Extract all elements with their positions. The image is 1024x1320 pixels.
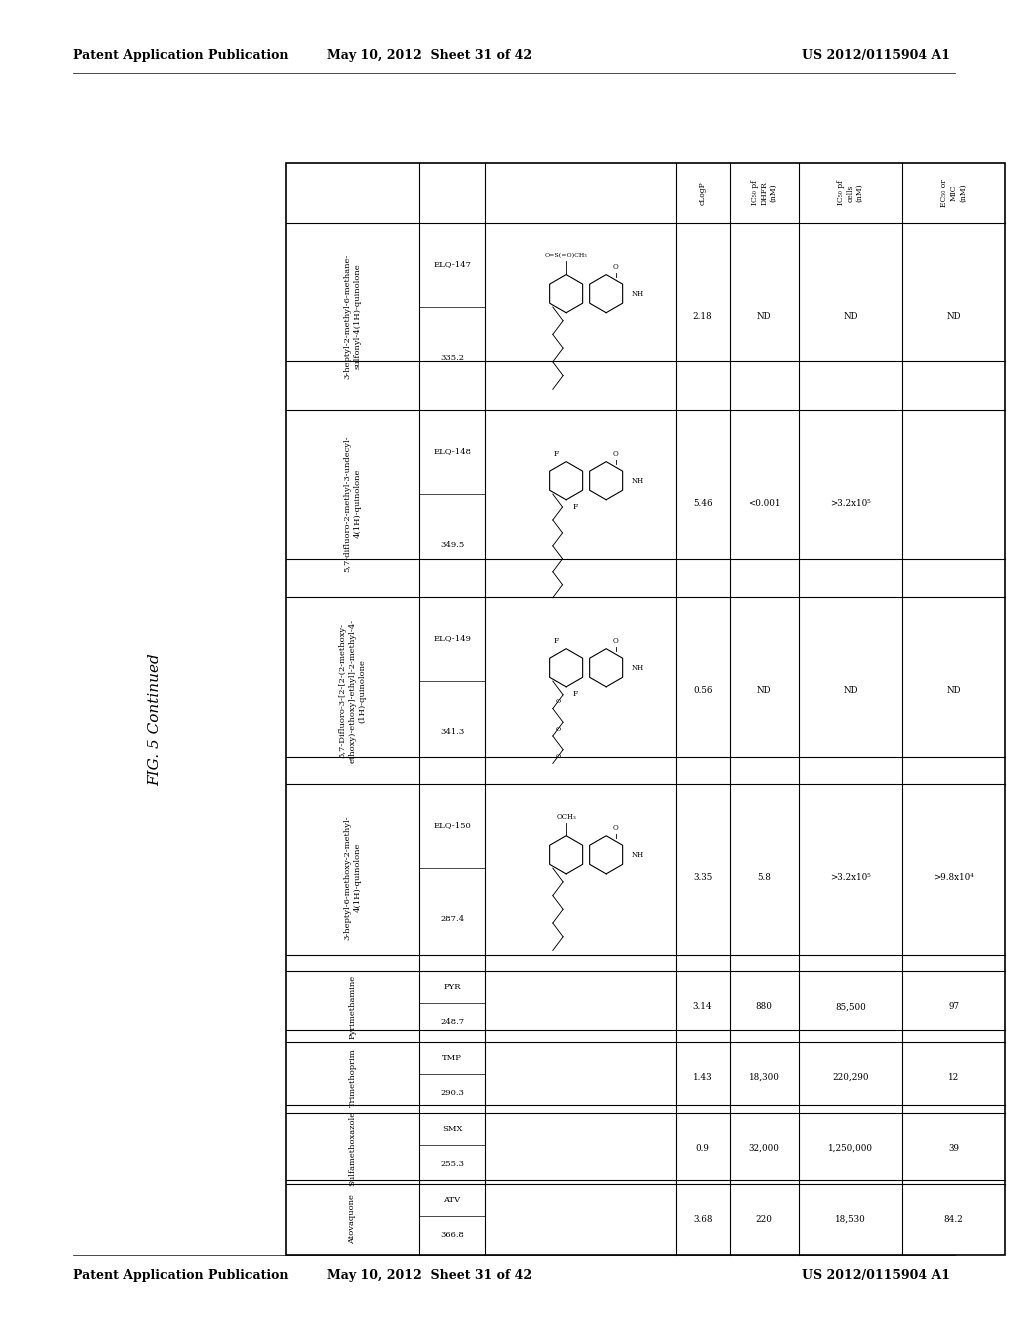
Text: Patent Application Publication: Patent Application Publication (73, 49, 289, 62)
Text: 341.3: 341.3 (440, 727, 464, 735)
Text: O: O (612, 263, 618, 271)
Text: ND: ND (843, 686, 858, 696)
Text: 84.2: 84.2 (944, 1214, 964, 1224)
Text: >9.8x10⁴: >9.8x10⁴ (933, 873, 974, 882)
Text: May 10, 2012  Sheet 31 of 42: May 10, 2012 Sheet 31 of 42 (328, 49, 532, 62)
Text: 0.9: 0.9 (695, 1144, 710, 1154)
Text: F: F (554, 450, 559, 458)
Text: TMP: TMP (442, 1053, 462, 1061)
Text: SMX: SMX (441, 1125, 463, 1133)
Text: ELQ-150: ELQ-150 (433, 821, 471, 829)
Text: 5,7-Difluoro-3-[2-[2-(2-methoxy-
ethoxy)-ethoxy]-ethyl]-2-methyl-4-
(1H)-quinolo: 5,7-Difluoro-3-[2-[2-(2-methoxy- ethoxy)… (339, 619, 367, 763)
Text: 349.5: 349.5 (440, 541, 464, 549)
Text: ELQ-149: ELQ-149 (433, 634, 471, 643)
Text: FIG. 5 Continued: FIG. 5 Continued (148, 653, 162, 787)
Text: 248.7: 248.7 (440, 1018, 464, 1026)
Text: US 2012/0115904 A1: US 2012/0115904 A1 (802, 1269, 950, 1282)
Text: >3.2x10⁵: >3.2x10⁵ (830, 873, 870, 882)
Text: 287.4: 287.4 (440, 915, 464, 923)
Text: 85,500: 85,500 (835, 1002, 865, 1011)
Text: 97: 97 (948, 1002, 959, 1011)
Text: O: O (555, 700, 560, 704)
Text: F: F (573, 503, 579, 511)
Text: 220,290: 220,290 (833, 1073, 868, 1082)
Text: 1,250,000: 1,250,000 (828, 1144, 872, 1154)
Text: NH: NH (632, 851, 644, 859)
Text: <0.001: <0.001 (748, 499, 780, 508)
Text: 3-heptyl-6-methoxy-2-methyl-
4(1H)-quinolone: 3-heptyl-6-methoxy-2-methyl- 4(1H)-quino… (344, 816, 361, 940)
Text: ND: ND (843, 312, 858, 321)
Text: Trimethoprim: Trimethoprim (348, 1048, 356, 1107)
Text: PYR: PYR (443, 983, 461, 991)
Text: 3.14: 3.14 (693, 1002, 713, 1011)
Text: ND: ND (946, 312, 961, 321)
Text: OCH₃: OCH₃ (556, 813, 577, 821)
Text: 290.3: 290.3 (440, 1089, 464, 1097)
Text: Atovaquone: Atovaquone (348, 1195, 356, 1245)
Text: 0.56: 0.56 (693, 686, 713, 696)
Text: NH: NH (632, 664, 644, 672)
Text: O: O (612, 824, 618, 832)
Text: ELQ-148: ELQ-148 (433, 447, 471, 455)
Text: 18,300: 18,300 (749, 1073, 779, 1082)
Text: 366.8: 366.8 (440, 1232, 464, 1239)
Text: ND: ND (946, 686, 961, 696)
Text: 39: 39 (948, 1144, 959, 1154)
Text: NH: NH (632, 289, 644, 298)
Text: 3-heptyl-2-methyl-6-methane-
sulfonyl-4(1H)-quinolone: 3-heptyl-2-methyl-6-methane- sulfonyl-4(… (344, 253, 361, 379)
Text: Sulfamethoxazole: Sulfamethoxazole (348, 1111, 356, 1187)
Text: F: F (554, 638, 559, 645)
Text: 255.3: 255.3 (440, 1160, 464, 1168)
Text: O: O (612, 450, 618, 458)
Bar (286, 162, 1005, 1255)
Text: ND: ND (757, 686, 771, 696)
Text: 5.46: 5.46 (693, 499, 713, 508)
Text: O: O (555, 754, 560, 759)
Text: 5.8: 5.8 (757, 873, 771, 882)
Text: Patent Application Publication: Patent Application Publication (73, 1269, 289, 1282)
Text: ELQ-147: ELQ-147 (433, 260, 471, 268)
Text: O: O (555, 726, 560, 731)
Text: US 2012/0115904 A1: US 2012/0115904 A1 (802, 49, 950, 62)
Text: 2.18: 2.18 (693, 312, 713, 321)
Text: 220: 220 (756, 1214, 772, 1224)
Text: O: O (612, 638, 618, 645)
Text: 5,7-difluoro-2-methyl-3-undecyl-
4(1H)-quinolone: 5,7-difluoro-2-methyl-3-undecyl- 4(1H)-q… (344, 436, 361, 572)
Text: 1.43: 1.43 (693, 1073, 713, 1082)
Text: IC₅₀ pf
cells
(nM): IC₅₀ pf cells (nM) (838, 181, 863, 206)
Text: Pyrimethamine: Pyrimethamine (348, 974, 356, 1039)
Text: O=S(=O)CH₃: O=S(=O)CH₃ (545, 253, 588, 259)
Text: 12: 12 (948, 1073, 959, 1082)
Text: NH: NH (632, 477, 644, 484)
Text: 3.68: 3.68 (693, 1214, 713, 1224)
Text: 335.2: 335.2 (440, 354, 464, 362)
Text: ATV: ATV (443, 1196, 461, 1204)
Text: EC₅₀ or
MIC
(nM): EC₅₀ or MIC (nM) (940, 180, 967, 207)
Text: >3.2x10⁵: >3.2x10⁵ (830, 499, 870, 508)
Text: F: F (573, 690, 579, 698)
Text: IC₅₀ pf
DHFR
(nM): IC₅₀ pf DHFR (nM) (751, 181, 777, 206)
Text: ND: ND (757, 312, 771, 321)
Text: 18,530: 18,530 (835, 1214, 865, 1224)
Text: May 10, 2012  Sheet 31 of 42: May 10, 2012 Sheet 31 of 42 (328, 1269, 532, 1282)
Text: 32,000: 32,000 (749, 1144, 779, 1154)
Text: 3.35: 3.35 (693, 873, 713, 882)
Text: 880: 880 (756, 1002, 772, 1011)
Text: cLogP: cLogP (698, 181, 707, 205)
